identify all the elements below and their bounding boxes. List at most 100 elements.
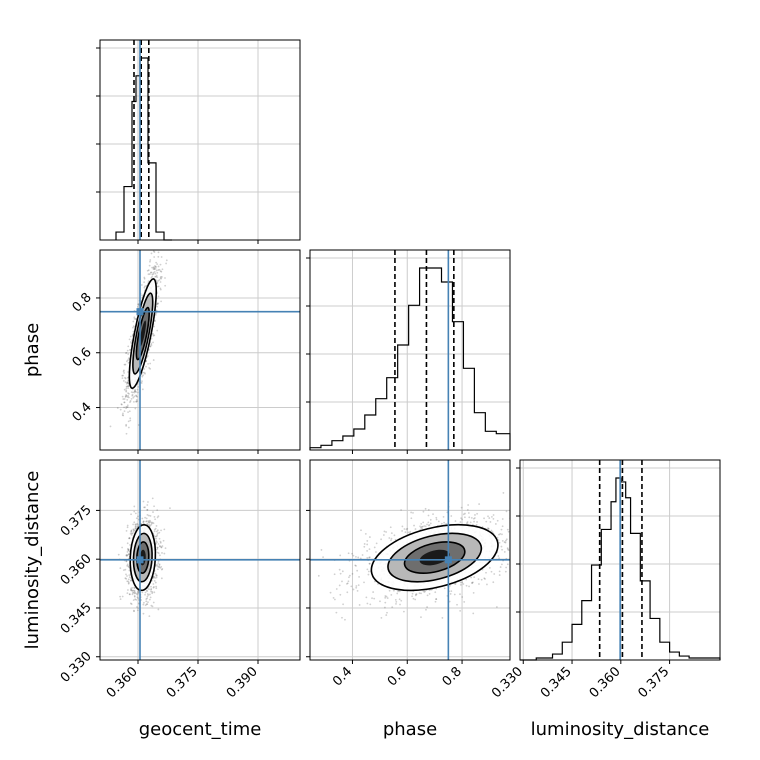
sample-point: [158, 564, 161, 567]
sample-point: [157, 255, 160, 258]
sample-point: [490, 529, 493, 532]
sample-point: [130, 397, 133, 400]
sample-point: [425, 608, 427, 611]
sample-point: [144, 593, 146, 596]
sample-point: [134, 598, 137, 601]
sample-point: [136, 591, 139, 594]
sample-point: [401, 525, 404, 528]
sample-point: [350, 585, 353, 588]
sample-point: [155, 535, 158, 538]
sample-point: [499, 533, 502, 535]
sample-point: [140, 284, 143, 286]
sample-point: [411, 595, 414, 598]
sample-point: [124, 363, 127, 366]
sample-point: [153, 267, 156, 270]
sample-point: [161, 268, 164, 271]
sample-point: [338, 568, 341, 571]
sample-point: [122, 412, 124, 415]
sample-point: [152, 511, 154, 513]
sample-point: [127, 580, 130, 583]
sample-point: [132, 523, 135, 526]
sample-point: [380, 617, 383, 619]
sample-point: [154, 518, 157, 521]
x-tick-label-luminosity-distance: 0.375: [635, 664, 672, 701]
sample-point: [159, 277, 162, 279]
sample-point: [366, 568, 369, 571]
sample-point: [121, 414, 124, 416]
sample-point: [466, 521, 469, 523]
sample-point: [423, 525, 426, 527]
sample-point: [119, 408, 122, 411]
sample-point: [392, 589, 395, 592]
sample-point: [471, 581, 473, 584]
sample-point: [137, 592, 140, 595]
sample-point: [395, 602, 397, 605]
sample-point: [125, 529, 128, 532]
sample-point: [147, 269, 150, 272]
sample-point: [426, 606, 428, 608]
sample-point: [154, 527, 157, 530]
sample-point: [125, 432, 128, 435]
sample-point: [477, 578, 480, 581]
y-axis-label-luminosity-distance: luminosity_distance: [22, 471, 43, 650]
sample-point: [492, 514, 495, 516]
sample-point: [382, 534, 385, 536]
sample-point: [137, 597, 140, 600]
x-tick-label-luminosity-distance: 0.360: [587, 664, 624, 701]
sample-point: [135, 394, 137, 397]
sample-point: [125, 387, 128, 390]
sample-point: [145, 365, 147, 368]
sample-point: [133, 390, 136, 393]
sample-point: [129, 544, 131, 546]
sample-point: [317, 574, 320, 577]
sample-point: [492, 517, 495, 520]
x-axis-label-geocent-time: geocent_time: [139, 719, 262, 740]
sample-point: [423, 591, 426, 593]
sample-point: [145, 589, 148, 592]
sample-point: [127, 392, 129, 395]
sample-point: [420, 522, 423, 525]
sample-point: [135, 398, 138, 401]
sample-point: [454, 520, 457, 522]
sample-point: [124, 377, 127, 380]
sample-point: [160, 300, 163, 303]
sample-point: [127, 565, 130, 568]
sample-point: [373, 546, 376, 549]
sample-point: [428, 524, 431, 526]
sample-point: [132, 396, 135, 399]
sample-point: [483, 577, 486, 580]
sample-point: [160, 529, 162, 532]
sample-point: [478, 583, 480, 585]
sample-point: [368, 548, 371, 551]
sample-point: [385, 614, 388, 616]
sample-point: [459, 521, 462, 523]
sample-point: [143, 601, 145, 604]
sample-point: [153, 586, 155, 588]
sample-point: [486, 583, 488, 586]
sample-point: [147, 521, 150, 524]
sample-point: [160, 546, 163, 549]
sample-point: [131, 394, 134, 397]
sample-point: [424, 507, 427, 510]
sample-point: [133, 395, 136, 398]
sample-point: [162, 539, 165, 542]
sample-point: [357, 556, 360, 559]
sample-point: [448, 600, 451, 603]
sample-point: [153, 266, 156, 269]
sample-point: [146, 597, 149, 600]
sample-point: [473, 517, 476, 519]
sample-point: [507, 530, 510, 533]
sample-point: [363, 543, 366, 545]
density-panel-luminosity-distance-vs-phase: 0.4 0.6 0.8: [306, 459, 511, 689]
sample-point: [338, 584, 341, 587]
sample-point: [151, 521, 154, 524]
sample-point: [472, 581, 474, 584]
sample-point: [158, 563, 161, 566]
sample-point: [147, 501, 149, 503]
sample-point: [368, 556, 371, 559]
sample-point: [156, 548, 159, 550]
sample-point: [386, 597, 389, 599]
sample-point: [156, 534, 159, 536]
sample-point: [128, 574, 131, 577]
sample-point: [127, 582, 130, 585]
